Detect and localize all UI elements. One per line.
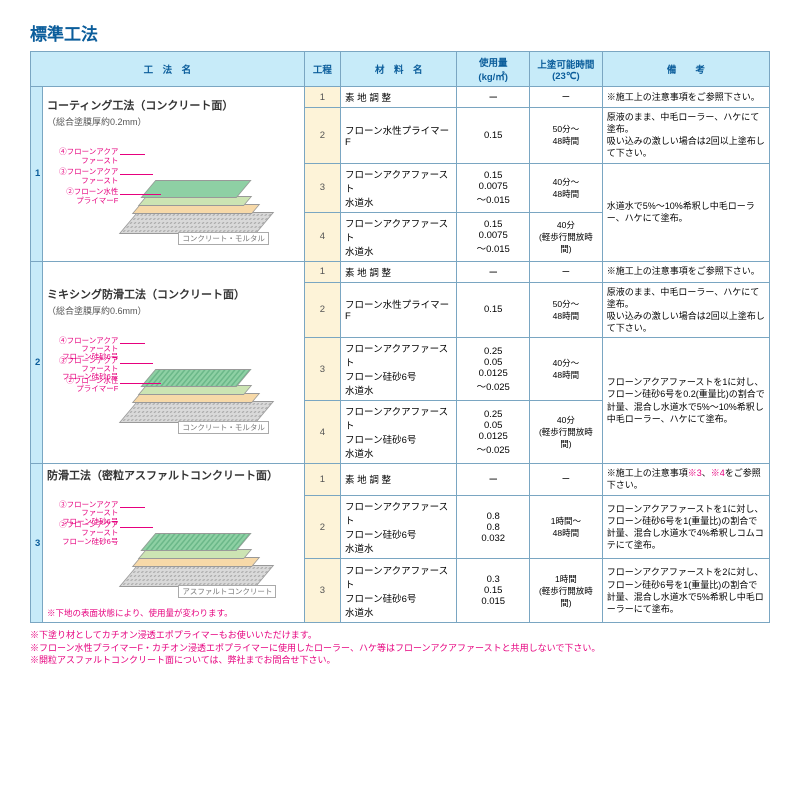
time-cell: 40分～ 48時間 (530, 163, 603, 212)
step-number: 3 (304, 338, 340, 401)
amount-cell: ー (457, 261, 530, 282)
amount-cell: 0.15 (457, 282, 530, 338)
time-cell: ー (530, 464, 603, 496)
material-cell: 素 地 調 整 (341, 464, 457, 496)
material-cell: 素 地 調 整 (341, 261, 457, 282)
material-cell: フローンアクアファースト フローン硅砂6号 水道水 (341, 338, 457, 401)
material-cell: フローンアクアファースト 水道水 (341, 212, 457, 261)
material-cell: フローンアクアファースト 水道水 (341, 163, 457, 212)
time-cell: 40分 (軽歩行開放時間) (530, 212, 603, 261)
th-material: 材 料 名 (341, 52, 457, 87)
amount-cell: 0.15 0.0075 ～0.015 (457, 212, 530, 261)
material-cell: フローン水性プライマーF (341, 282, 457, 338)
method-cell: コーティング工法（コンクリート面）（総合塗膜厚約0.2mm）④フローンアクアファ… (43, 87, 305, 262)
step-number: 3 (304, 559, 340, 623)
material-cell: 素 地 調 整 (341, 87, 457, 108)
step-number: 3 (304, 163, 340, 212)
step-number: 2 (304, 495, 340, 559)
remarks-cell: フローンアクアファーストを2に対し、フローン硅砂6号を1(重量比)の割合で計量、… (602, 559, 769, 623)
remarks-cell: 水道水で5%～10%希釈し中毛ローラー、ハケにて塗布。 (602, 163, 769, 261)
amount-cell: 0.15 (457, 108, 530, 164)
time-cell: ー (530, 261, 603, 282)
th-step: 工程 (304, 52, 340, 87)
remarks-cell: ※施工上の注意事項をご参照下さい。 (602, 261, 769, 282)
amount-cell: 0.25 0.05 0.0125 ～0.025 (457, 401, 530, 464)
footnotes: ※下塗り材としてカチオン浸透エポプライマーもお使いいただけます。※フローン水性プ… (30, 629, 770, 667)
time-cell: 40分～ 48時間 (530, 338, 603, 401)
remarks-cell: ※施工上の注意事項をご参照下さい。 (602, 87, 769, 108)
group-number: 3 (31, 464, 43, 623)
step-number: 1 (304, 261, 340, 282)
material-cell: フローン水性プライマーF (341, 108, 457, 164)
footnote-line: ※フローン水性プライマーF・カチオン浸透エポプライマーに使用したローラー、ハケ等… (30, 642, 770, 655)
time-cell: ー (530, 87, 603, 108)
step-number: 1 (304, 87, 340, 108)
step-number: 2 (304, 108, 340, 164)
amount-cell: ー (457, 87, 530, 108)
step-number: 4 (304, 212, 340, 261)
spec-table: 工 法 名 工程 材 料 名 使用量 (kg/㎡) 上塗可能時間 (23℃) 備… (30, 51, 770, 623)
group-number: 1 (31, 87, 43, 262)
material-cell: フローンアクアファースト フローン硅砂6号 水道水 (341, 401, 457, 464)
footnote-line: ※開粒アスファルトコンクリート面については、弊社までお問合せ下さい。 (30, 654, 770, 667)
method-cell: 防滑工法（密粒アスファルトコンクリート面）③フローンアクアファースト フローン硅… (43, 464, 305, 623)
th-amount: 使用量 (kg/㎡) (457, 52, 530, 87)
th-method: 工 法 名 (31, 52, 305, 87)
time-cell: 40分 (軽歩行開放時間) (530, 401, 603, 464)
page-title: 標準工法 (30, 20, 770, 45)
step-number: 1 (304, 464, 340, 496)
footnote-line: ※下塗り材としてカチオン浸透エポプライマーもお使いいただけます。 (30, 629, 770, 642)
remarks-cell: 原液のまま、中毛ローラー、ハケにて塗布。 吸い込みの激しい場合は2回以上塗布して… (602, 108, 769, 164)
material-cell: フローンアクアファースト フローン硅砂6号 水道水 (341, 559, 457, 623)
step-number: 4 (304, 401, 340, 464)
amount-cell: 0.3 0.15 0.015 (457, 559, 530, 623)
time-cell: 1時間 (軽歩行開放時間) (530, 559, 603, 623)
amount-cell: 0.8 0.8 0.032 (457, 495, 530, 559)
material-cell: フローンアクアファースト フローン硅砂6号 水道水 (341, 495, 457, 559)
th-time: 上塗可能時間 (23℃) (530, 52, 603, 87)
amount-cell: 0.25 0.05 0.0125 ～0.025 (457, 338, 530, 401)
remarks-cell: フローンアクアファーストを1に対し、フローン硅砂6号を1(重量比)の割合で計量、… (602, 495, 769, 559)
time-cell: 1時間～ 48時間 (530, 495, 603, 559)
amount-cell: 0.15 0.0075 ～0.015 (457, 163, 530, 212)
time-cell: 50分～ 48時間 (530, 108, 603, 164)
remarks-cell: フローンアクアファーストを1に対し、フローン硅砂6号を0.2(重量比)の割合で計… (602, 338, 769, 464)
remarks-cell: 原液のまま、中毛ローラー、ハケにて塗布。 吸い込みの激しい場合は2回以上塗布して… (602, 282, 769, 338)
method-cell: ミキシング防滑工法（コンクリート面）（総合塗膜厚約0.6mm）④フローンアクアフ… (43, 261, 305, 464)
group-number: 2 (31, 261, 43, 464)
time-cell: 50分～ 48時間 (530, 282, 603, 338)
th-remarks: 備 考 (602, 52, 769, 87)
amount-cell: ー (457, 464, 530, 496)
remarks-cell: ※施工上の注意事項※3、※4をご参照下さい。 (602, 464, 769, 496)
step-number: 2 (304, 282, 340, 338)
